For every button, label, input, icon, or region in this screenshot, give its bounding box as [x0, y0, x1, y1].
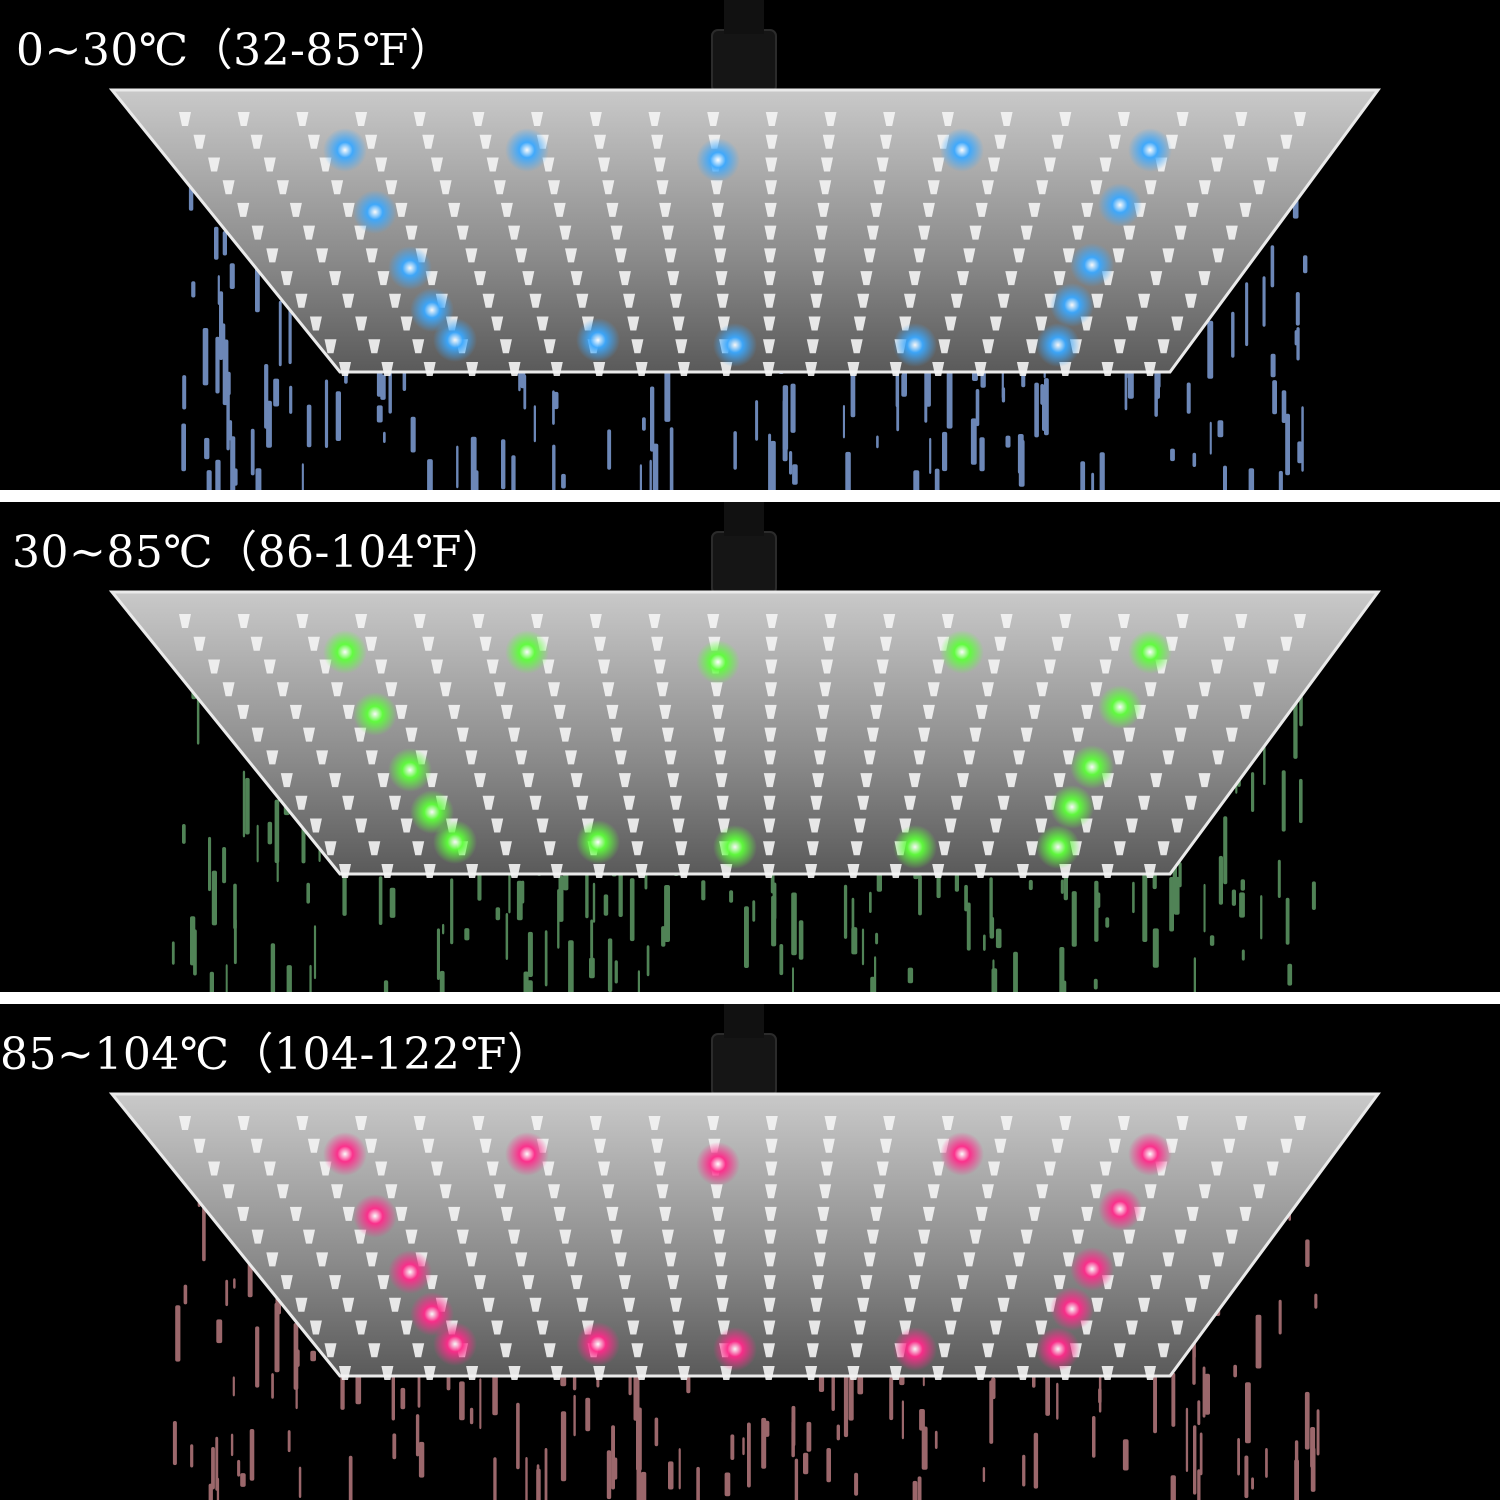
shower-head-red-photo	[108, 1004, 1381, 1500]
ceiling-arm-mount	[711, 29, 777, 93]
shower-head-green-photo	[108, 502, 1381, 992]
led-lights	[323, 1132, 1172, 1371]
nozzle-grid	[179, 112, 1306, 376]
panel-blue-low-temp: 0~30℃（32-85℉）	[0, 0, 1500, 490]
shower-head-blue-photo	[108, 0, 1381, 490]
nozzle-grid	[179, 614, 1306, 878]
ceiling-arm-mount	[711, 531, 777, 595]
temperature-label-high: 85~104℃（104-122℉）	[0, 1029, 552, 1080]
temperature-label-low: 0~30℃（32-85℉）	[16, 25, 454, 76]
panel-green-mid-temp: 30~85℃（86-104℉）	[0, 502, 1500, 992]
led-lights	[323, 630, 1172, 869]
temperature-label-mid: 30~85℃（86-104℉）	[12, 527, 507, 578]
panel-red-high-temp: 85~104℃（104-122℉）	[0, 1004, 1500, 1500]
ceiling-arm-mount	[711, 1033, 777, 1097]
led-lights	[323, 128, 1172, 367]
